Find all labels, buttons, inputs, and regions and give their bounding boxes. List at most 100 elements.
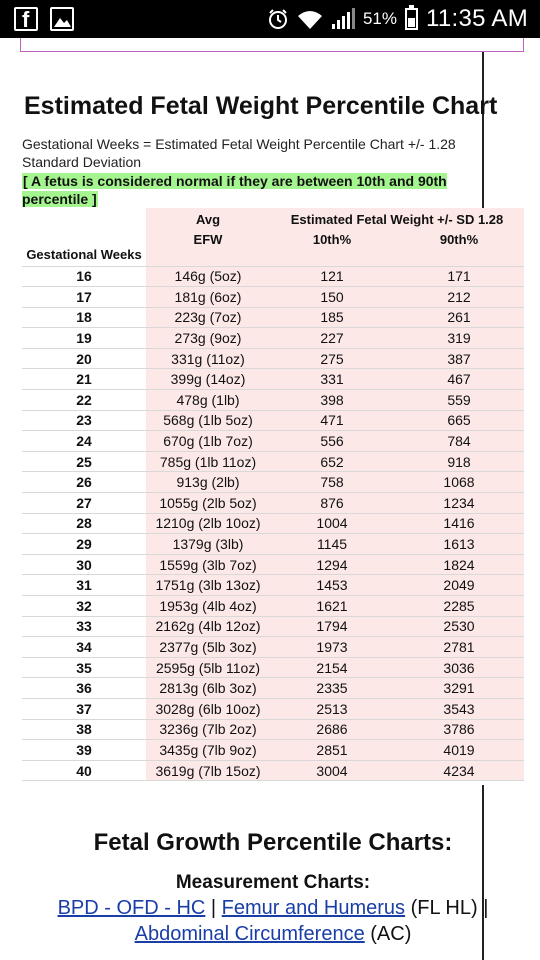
cell-90th: 3543: [394, 697, 524, 720]
femur-humerus-link[interactable]: Femur and Humerus: [221, 897, 406, 919]
cell-90th: 3291: [394, 677, 524, 699]
cell-avg-efw: 1953g (4lb 4oz): [146, 595, 270, 617]
cell-week: 20: [22, 347, 146, 369]
cell-week: 24: [22, 430, 146, 452]
cell-10th: 398: [270, 389, 394, 411]
cell-10th: 1004: [270, 512, 394, 534]
cell-90th: 3786: [394, 718, 524, 740]
cell-avg-efw: 670g (1lb 7oz): [146, 430, 270, 452]
header-gestational-weeks: Gestational Weeks: [26, 246, 142, 262]
cell-week: 29: [22, 533, 146, 555]
battery-percent: 51%: [362, 9, 397, 28]
cell-avg-efw: 1210g (2lb 10oz): [146, 512, 270, 534]
table-row: 25 785g (1lb 11oz) 652 918: [22, 450, 524, 472]
cell-10th: 1294: [270, 553, 394, 575]
table-row: 22 478g (1lb) 398 559: [22, 389, 524, 411]
table-row: 19 273g (9oz) 227 319: [22, 327, 524, 349]
table-row: 36 2813g (6lb 3oz) 2335 3291: [22, 677, 524, 699]
table-row: 24 670g (1lb 7oz) 556 784: [22, 430, 524, 452]
cell-week: 22: [22, 389, 146, 411]
femur-suffix: (FL HL) |: [405, 897, 489, 919]
table-row: 34 2377g (5lb 3oz) 1973 2781: [22, 636, 524, 658]
measurement-links-line1: BPD - OFD - HC | Femur and Humerus (FL H…: [0, 897, 540, 920]
table-row: 33 2162g (4lb 12oz) 1794 2530: [22, 615, 524, 637]
header-efw-group: Estimated Fetal Weight +/- SD 1.28: [270, 208, 524, 230]
cell-week: 33: [22, 615, 146, 637]
header-spacer: [270, 248, 394, 266]
cell-90th: 212: [394, 286, 524, 308]
cell-week: 21: [22, 368, 146, 390]
cell-90th: 2781: [394, 636, 524, 658]
cell-90th: 467: [394, 368, 524, 390]
cell-week: 18: [22, 306, 146, 328]
header-90th: 90th%: [394, 230, 524, 248]
highlighted-note: [ A fetus is considered normal if they a…: [22, 173, 447, 207]
cell-avg-efw: 273g (9oz): [146, 327, 270, 349]
cell-avg-efw: 1751g (3lb 13oz): [146, 574, 270, 596]
abdominal-circumference-link[interactable]: Abdominal Circumference: [134, 923, 365, 945]
status-right-icons: 51% 11:35 AM: [267, 5, 528, 33]
cell-avg-efw: 2377g (5lb 3oz): [146, 636, 270, 658]
cell-10th: 1973: [270, 636, 394, 658]
fetal-weight-table: Gestational Weeks Avg Estimated Fetal We…: [22, 208, 524, 782]
cell-90th: 3036: [394, 656, 524, 678]
scroll-guide-line: [482, 52, 484, 212]
signal-icon: [331, 8, 355, 29]
cell-avg-efw: 568g (1lb 5oz): [146, 409, 270, 431]
bpd-ofd-hc-link[interactable]: BPD - OFD - HC: [57, 897, 206, 919]
status-left-icons: [14, 7, 74, 31]
cell-avg-efw: 223g (7oz): [146, 306, 270, 328]
cell-10th: 2335: [270, 677, 394, 699]
cell-10th: 2513: [270, 697, 394, 720]
cell-avg-efw: 1559g (3lb 7oz): [146, 553, 270, 575]
cell-90th: 319: [394, 327, 524, 349]
table-row: 31 1751g (3lb 13oz) 1453 2049: [22, 574, 524, 596]
cell-avg-efw: 2813g (6lb 3oz): [146, 677, 270, 699]
cell-10th: 121: [270, 265, 394, 287]
cell-90th: 1416: [394, 512, 524, 534]
cell-10th: 758: [270, 471, 394, 493]
table-row: 30 1559g (3lb 7oz) 1294 1824: [22, 553, 524, 575]
cell-10th: 652: [270, 450, 394, 472]
cell-90th: 4234: [394, 759, 524, 782]
cell-week: 38: [22, 718, 146, 740]
cell-90th: 2049: [394, 574, 524, 596]
cell-week: 34: [22, 636, 146, 658]
table-row: 37 3028g (6lb 10oz) 2513 3543: [22, 697, 524, 720]
header-spacer: [146, 248, 270, 266]
header-efw: EFW: [146, 230, 270, 248]
cell-10th: 2851: [270, 739, 394, 761]
cell-10th: 1621: [270, 595, 394, 617]
gallery-icon: [50, 7, 74, 31]
cell-week: 23: [22, 409, 146, 431]
table-row: 21 399g (14oz) 331 467: [22, 368, 524, 390]
table-row: 32 1953g (4lb 4oz) 1621 2285: [22, 595, 524, 617]
cell-avg-efw: 2595g (5lb 11oz): [146, 656, 270, 678]
table-row: 26 913g (2lb) 758 1068: [22, 471, 524, 493]
cell-10th: 471: [270, 409, 394, 431]
measurement-links-line2: Abdominal Circumference (AC): [0, 923, 540, 946]
cell-90th: 2285: [394, 595, 524, 617]
cell-90th: 665: [394, 409, 524, 431]
battery-level: [407, 17, 415, 27]
link-separator: |: [205, 897, 222, 919]
header-avg: Avg: [146, 208, 270, 230]
table-row: 35 2595g (5lb 11oz) 2154 3036: [22, 656, 524, 678]
cell-week: 16: [22, 265, 146, 287]
table-row: 40 3619g (7lb 15oz) 3004 4234: [22, 759, 524, 782]
table-row: 39 3435g (7lb 9oz) 2851 4019: [22, 739, 524, 761]
cell-avg-efw: 2162g (4lb 12oz): [146, 615, 270, 637]
cell-10th: 2154: [270, 656, 394, 678]
cell-90th: 387: [394, 347, 524, 369]
table-row: 18 223g (7oz) 185 261: [22, 306, 524, 328]
growth-charts-heading: Fetal Growth Percentile Charts:: [93, 829, 453, 856]
cell-10th: 876: [270, 492, 394, 514]
cell-week: 31: [22, 574, 146, 596]
cell-10th: 1145: [270, 533, 394, 555]
table-row: 16 146g (5oz) 121 171: [22, 265, 524, 287]
cell-week: 40: [22, 759, 146, 782]
table-row: 38 3236g (7lb 2oz) 2686 3786: [22, 718, 524, 740]
page-subtitle: Gestational Weeks = Estimated Fetal Weig…: [22, 136, 456, 170]
cell-week: 30: [22, 553, 146, 575]
cell-week: 32: [22, 595, 146, 617]
